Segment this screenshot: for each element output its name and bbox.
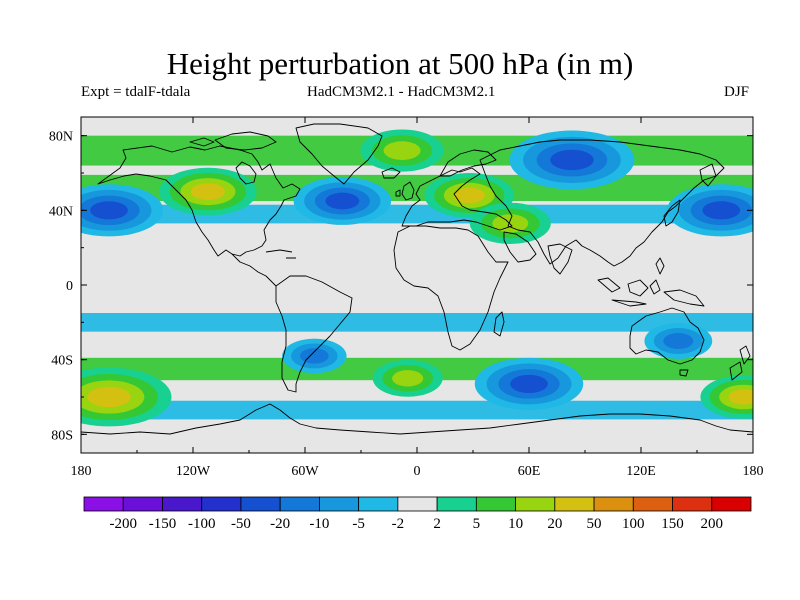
anomaly-13-band-2 [663, 333, 694, 349]
colorbar-label: 2 [433, 516, 441, 532]
colorbar-swatch [240, 496, 281, 512]
colorbar-label: -20 [270, 516, 290, 532]
colorbar-label: 150 [661, 516, 684, 532]
colorbar: -200 -150 -100 -50 -20 -10 -5 -2 2 5 10 20 50 100 150 2… [83, 496, 752, 532]
anomaly-1-band-3 [702, 201, 741, 220]
colorbar-swatch [672, 496, 713, 512]
colorbar-swatch [83, 496, 124, 512]
y-tick-label: 80S [51, 428, 73, 443]
coastline-australia [629, 307, 705, 365]
x-tick-label: 120W [176, 464, 211, 479]
colorbar-label: -2 [392, 516, 405, 532]
zonal-band-5 [81, 400, 753, 420]
colorbar-swatch [475, 496, 516, 512]
zonal-band-3 [81, 313, 753, 332]
x-tick-label: 180 [71, 464, 92, 479]
y-tick-label: 80N [49, 130, 73, 145]
coastline-arabia [503, 231, 537, 263]
map-title: Height perturbation at 500 hPa (in m) [166, 46, 634, 81]
x-tick-label: 120E [626, 464, 656, 479]
colorbar-label: -50 [231, 516, 251, 532]
coastline-antarctica [81, 403, 753, 435]
coastline-indonesia [597, 257, 665, 307]
colorbar-swatch [122, 496, 163, 512]
experiment-label: Expt = tdalF-tdala [81, 84, 191, 100]
coastline-arctic-islands [189, 131, 277, 151]
coastline-kamchatka [699, 163, 717, 187]
anomaly-6-band-2 [492, 214, 529, 233]
colorbar-swatch [593, 496, 634, 512]
y-tick-label: 40S [51, 354, 73, 369]
colorbar-label: 10 [508, 516, 523, 532]
model-label: HadCM3M2.1 - HadCM3M2.1 [307, 84, 496, 100]
colorbar-label: -100 [188, 516, 216, 532]
anomaly-12-band-2 [300, 348, 329, 364]
coastline-north-america [97, 145, 301, 257]
contour-field [81, 117, 753, 453]
colorbar-label: 20 [547, 516, 562, 532]
coastline-new-guinea [663, 289, 705, 307]
anomaly-7-band-2 [383, 141, 421, 160]
x-tick-label: 60E [518, 464, 541, 479]
colorbar-swatch [554, 496, 595, 512]
coastline-hudson-bay [235, 161, 257, 185]
y-tick-label: 40N [49, 204, 73, 219]
anomaly-10-band-2 [392, 370, 424, 387]
coastline-caribbean [265, 249, 296, 259]
colorbar-swatch [515, 496, 556, 512]
coastline-scandinavia [439, 149, 497, 177]
colorbar-swatch [711, 496, 752, 512]
colorbar-swatch [279, 496, 320, 512]
anomaly-9-band-3 [87, 386, 131, 408]
anomaly-2-band-3 [90, 201, 128, 220]
coastline-greenland [295, 123, 383, 185]
colorbar-label: 100 [622, 516, 645, 532]
coastlines [81, 123, 753, 435]
colorbar-label: 5 [473, 516, 481, 532]
anomaly-8-band-3 [510, 374, 548, 394]
coastline-south-america [275, 275, 353, 393]
colorbar-swatch [319, 496, 360, 512]
anomaly-3-band-3 [325, 192, 360, 210]
x-tick-label: 180 [743, 464, 764, 479]
colorbar-label: -150 [149, 516, 177, 532]
coastline-europe [401, 167, 513, 231]
anomaly-11-band-3 [728, 389, 753, 405]
colorbar-swatch [397, 496, 438, 512]
coastline-japan [663, 199, 681, 227]
coastline-britain [395, 181, 415, 201]
anomaly-0-band-3 [550, 149, 594, 171]
colorbar-swatch [162, 496, 203, 512]
coastline-new-zealand [729, 345, 751, 381]
anomaly-4-band-3 [190, 183, 225, 200]
colorbar-swatch [201, 496, 242, 512]
colorbar-label: 50 [587, 516, 602, 532]
season-label: DJF [724, 84, 750, 100]
anomaly-5-band-3 [453, 187, 485, 204]
colorbar-swatch [358, 496, 399, 512]
x-tick-label: 60W [291, 464, 319, 479]
colorbar-label: 200 [701, 516, 724, 532]
colorbar-label: -200 [109, 516, 137, 532]
coastline-africa [393, 225, 509, 351]
zonal-band-2 [81, 204, 753, 224]
x-tick-label: 0 [414, 464, 421, 479]
y-tick-label: 0 [66, 279, 73, 294]
colorbar-swatch [632, 496, 673, 512]
coastline-india [547, 243, 573, 275]
map-axes: 80N 40N 0 40S 80S 180 120W 60W 0 60E 120E 180 [49, 117, 764, 479]
coastline-madagascar [493, 311, 505, 337]
colorbar-label: -10 [309, 516, 329, 532]
coastline-tasmania [679, 369, 689, 377]
coastline-iceland [381, 167, 401, 179]
colorbar-label: -5 [352, 516, 365, 532]
coastline-central-america [231, 253, 277, 287]
colorbar-swatch [436, 496, 477, 512]
coastline-asia-north [479, 139, 725, 267]
